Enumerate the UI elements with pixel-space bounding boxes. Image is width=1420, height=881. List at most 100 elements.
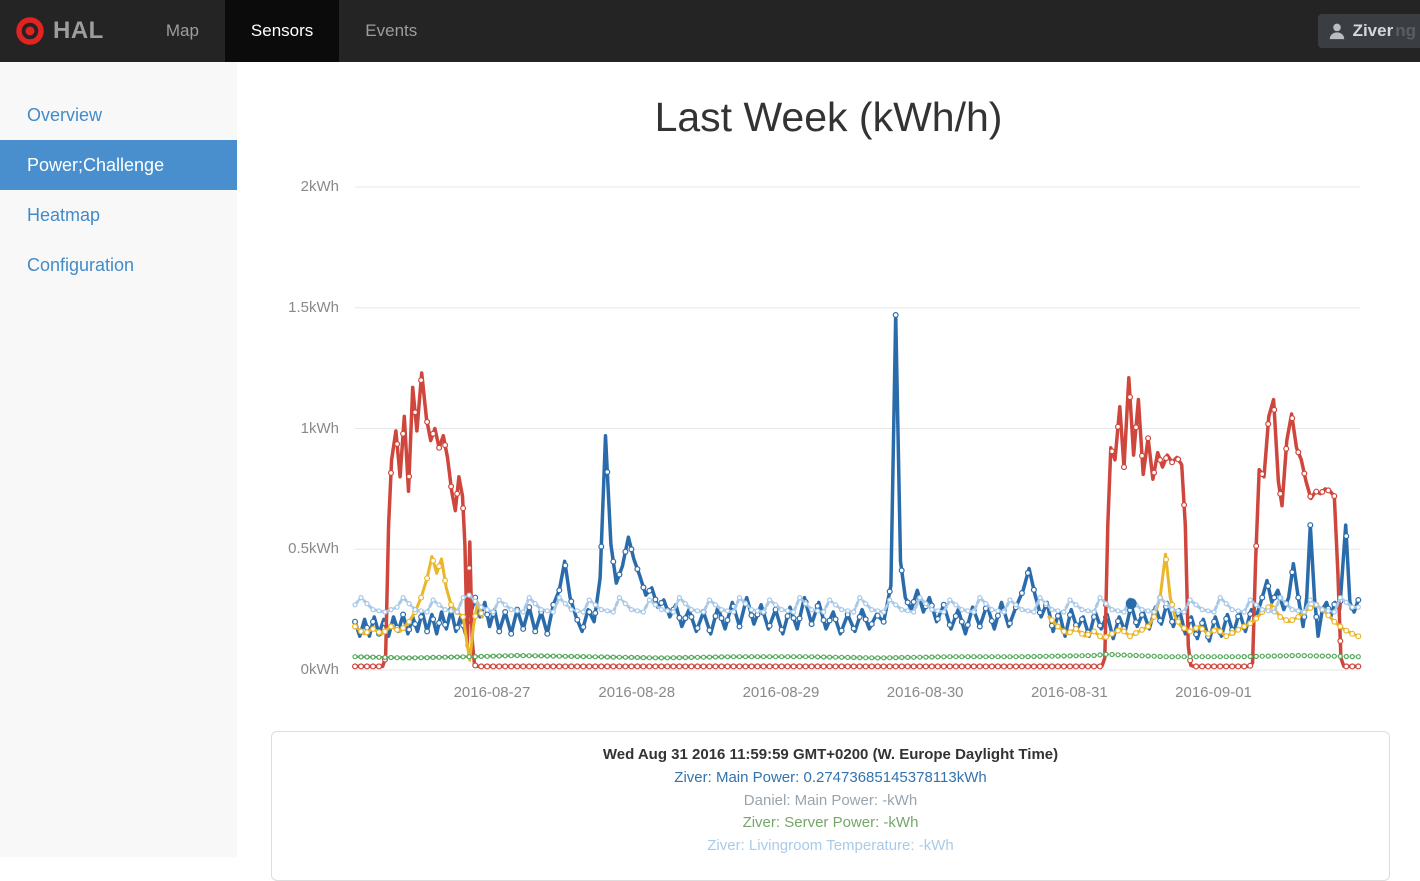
- marker-yellow-series: [364, 629, 371, 636]
- marker-daniel-main-power: [1042, 663, 1049, 670]
- marker-ziver-livingroom-temperature: [1277, 595, 1283, 601]
- marker-ziver-livingroom-temperature: [1355, 604, 1361, 610]
- marker-ziver-livingroom-temperature: [1283, 601, 1289, 607]
- marker-daniel-main-power: [664, 663, 671, 670]
- marker-ziver-livingroom-temperature: [827, 597, 833, 603]
- marker-ziver-livingroom-temperature: [875, 608, 881, 614]
- marker-ziver-livingroom-temperature: [448, 608, 454, 614]
- sidebar-item-power-challenge[interactable]: Power;Challenge: [0, 140, 237, 190]
- marker-daniel-main-power: [1331, 493, 1338, 500]
- marker-daniel-main-power: [1108, 448, 1115, 455]
- marker-ziver-main-power: [682, 615, 689, 622]
- marker-daniel-main-power: [550, 663, 557, 670]
- marker-ziver-livingroom-temperature: [767, 597, 773, 603]
- marker-ziver-main-power: [556, 587, 563, 594]
- user-menu[interactable]: Ziver ng: [1317, 14, 1420, 48]
- marker-ziver-livingroom-temperature: [1301, 609, 1307, 615]
- marker-ziver-server-power: [1235, 654, 1241, 660]
- marker-daniel-main-power: [1078, 663, 1085, 670]
- marker-ziver-server-power: [460, 654, 466, 660]
- marker-ziver-livingroom-temperature: [851, 609, 857, 615]
- marker-ziver-main-power: [934, 615, 941, 622]
- marker-ziver-livingroom-temperature: [1019, 607, 1025, 613]
- marker-daniel-main-power: [1289, 415, 1296, 422]
- marker-yellow-series: [1199, 625, 1206, 632]
- nav-item-map[interactable]: Map: [165, 21, 199, 40]
- marker-ziver-server-power: [1163, 654, 1169, 660]
- marker-daniel-main-power: [387, 469, 394, 476]
- marker-ziver-livingroom-temperature: [358, 595, 364, 601]
- marker-ziver-server-power: [538, 653, 544, 659]
- marker-ziver-server-power: [562, 653, 568, 659]
- marker-ziver-livingroom-temperature: [532, 601, 538, 607]
- marker-ziver-main-power: [1018, 590, 1025, 597]
- marker-daniel-main-power: [1295, 449, 1302, 456]
- marker-ziver-livingroom-temperature: [1319, 607, 1325, 613]
- chart-plot-area[interactable]: [350, 170, 1365, 690]
- marker-ziver-server-power: [568, 653, 574, 659]
- marker-ziver-main-power: [520, 625, 527, 632]
- marker-ziver-server-power: [508, 653, 514, 659]
- marker-ziver-livingroom-temperature: [947, 597, 953, 603]
- marker-daniel-main-power: [892, 663, 899, 670]
- marker-daniel-main-power: [706, 663, 713, 670]
- highlighted-point[interactable]: [1125, 598, 1137, 610]
- marker-ziver-main-power: [904, 599, 911, 606]
- marker-daniel-main-power: [1247, 662, 1254, 669]
- y-axis-label: 2kWh: [300, 178, 339, 195]
- marker-ziver-server-power: [748, 654, 755, 660]
- marker-daniel-main-power: [652, 663, 659, 670]
- marker-ziver-livingroom-temperature: [622, 601, 628, 607]
- marker-daniel-main-power: [904, 663, 911, 670]
- marker-ziver-main-power: [610, 558, 617, 565]
- marker-ziver-main-power: [412, 621, 419, 628]
- x-axis-label: 2016-08-31: [1030, 684, 1108, 701]
- marker-daniel-main-power: [351, 663, 359, 670]
- marker-ziver-main-power: [1289, 569, 1296, 576]
- marker-daniel-main-power: [838, 663, 845, 670]
- sidebar-item-configuration[interactable]: Configuration: [27, 254, 135, 275]
- marker-yellow-series: [1325, 612, 1332, 619]
- marker-ziver-server-power: [857, 655, 863, 661]
- marker-yellow-series: [424, 575, 431, 582]
- brand-link[interactable]: HAL: [0, 0, 118, 62]
- marker-daniel-main-power: [808, 663, 815, 670]
- marker-ziver-server-power: [1043, 653, 1049, 659]
- marker-ziver-server-power: [640, 655, 646, 661]
- marker-ziver-main-power: [484, 611, 491, 618]
- marker-ziver-livingroom-temperature: [1151, 609, 1157, 615]
- marker-yellow-series: [1108, 630, 1115, 637]
- marker-ziver-main-power: [418, 613, 425, 620]
- x-axis-label: 2016-08-30: [886, 684, 964, 701]
- tooltip-line-daniel-main-power: Daniel: Main Power: -kWh: [743, 791, 918, 809]
- marker-ziver-livingroom-temperature: [923, 601, 929, 607]
- marker-daniel-main-power: [526, 663, 533, 670]
- marker-daniel-main-power: [688, 663, 695, 670]
- marker-ziver-server-power: [1013, 654, 1019, 660]
- marker-ziver-main-power: [850, 625, 857, 632]
- marker-ziver-livingroom-temperature: [556, 595, 562, 601]
- marker-ziver-server-power: [616, 654, 622, 660]
- sidebar-item-heatmap[interactable]: Heatmap: [27, 204, 101, 225]
- marker-yellow-series: [1096, 633, 1103, 640]
- marker-daniel-main-power: [1012, 663, 1019, 670]
- marker-ziver-main-power: [1036, 609, 1043, 616]
- marker-yellow-series: [381, 628, 388, 635]
- marker-ziver-livingroom-temperature: [658, 607, 664, 613]
- nav-item-sensors[interactable]: Sensors: [224, 0, 340, 62]
- marker-yellow-series: [1277, 613, 1284, 620]
- marker-ziver-main-power: [886, 588, 893, 595]
- marker-ziver-livingroom-temperature: [1037, 595, 1043, 601]
- marker-daniel-main-power: [742, 663, 749, 670]
- marker-ziver-server-power: [1307, 653, 1313, 659]
- series-line-ziver-main-power: [353, 313, 1361, 643]
- marker-yellow-series: [1102, 634, 1109, 641]
- marker-ziver-server-power: [1145, 653, 1151, 659]
- sidebar-item-overview[interactable]: Overview: [27, 104, 103, 125]
- marker-ziver-livingroom-temperature: [580, 609, 586, 615]
- nav-item-events[interactable]: Events: [365, 21, 418, 40]
- marker-daniel-main-power: [1048, 663, 1055, 670]
- marker-ziver-livingroom-temperature: [791, 609, 797, 615]
- marker-yellow-series: [460, 613, 467, 620]
- marker-ziver-server-power: [730, 654, 737, 660]
